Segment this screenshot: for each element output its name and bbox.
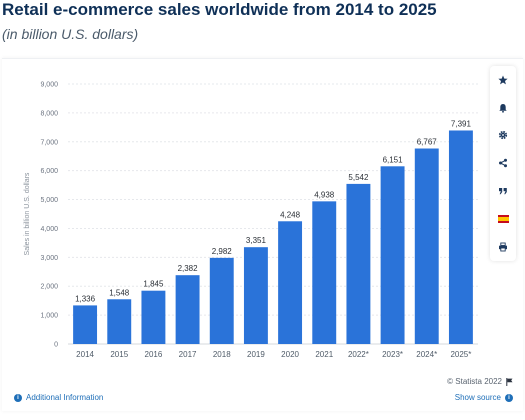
- y-tick-label: 3,000: [40, 255, 58, 262]
- y-tick-label: 6,000: [40, 168, 58, 175]
- x-tick-label: 2016: [145, 350, 163, 359]
- gear-icon: [498, 131, 508, 140]
- print-icon: [499, 242, 507, 252]
- y-tick-label: 8,000: [40, 110, 58, 117]
- y-tick-label: 0: [54, 342, 58, 349]
- chart-panel: 0 1,000 2,000 3,000 4,000 5,000 6,000 7,000 8,00…: [2, 58, 523, 411]
- data-label: 6,151: [383, 155, 404, 164]
- y-tick-label: 4,000: [40, 226, 58, 233]
- bar: [141, 290, 166, 344]
- bar: [278, 221, 303, 344]
- y-axis-label: Sales in billion U.S. dollars: [24, 172, 31, 255]
- x-tick-label: 2021: [315, 350, 333, 359]
- data-label: 1,548: [109, 288, 130, 297]
- print-button[interactable]: [490, 233, 516, 261]
- x-tick-label: 2024*: [416, 350, 437, 359]
- bar-chart: 0 1,000 2,000 3,000 4,000 5,000 6,000 7,000 8,00…: [24, 82, 478, 359]
- y-tick-label: 9,000: [40, 82, 58, 89]
- bar: [448, 130, 473, 344]
- x-tick-label: 2014: [76, 350, 94, 359]
- chart-title: Retail e-commerce sales worldwide from 2…: [2, 0, 437, 19]
- bar: [380, 166, 405, 344]
- settings-button[interactable]: [490, 122, 516, 150]
- additional-information-label: Additional Information: [26, 393, 104, 402]
- chart-toolbar: [490, 66, 516, 261]
- bar: [346, 183, 371, 344]
- notification-button[interactable]: [490, 94, 516, 122]
- data-label: 6,767: [417, 138, 438, 147]
- y-tick-label: 1,000: [40, 313, 58, 320]
- flag-icon: [506, 377, 513, 386]
- x-tick-label: 2018: [213, 350, 231, 359]
- info-icon: i: [14, 393, 22, 402]
- x-tick-label: 2025*: [450, 350, 471, 359]
- x-tick-label: 2022*: [348, 350, 369, 359]
- share-button[interactable]: [490, 149, 516, 177]
- y-tick-label: 5,000: [40, 197, 58, 204]
- show-source-link[interactable]: Show source i: [455, 393, 513, 402]
- share-icon: [499, 159, 507, 168]
- bar: [73, 305, 98, 344]
- chart-subtitle: (in billion U.S. dollars): [2, 26, 139, 42]
- favorite-button[interactable]: [490, 66, 516, 94]
- y-tick-label: 2,000: [40, 284, 58, 291]
- x-tick-label: 2017: [179, 350, 197, 359]
- bar: [175, 275, 200, 344]
- bar: [243, 247, 268, 344]
- x-tick-label: 2023*: [382, 350, 403, 359]
- bar: [414, 148, 439, 344]
- bar: [312, 201, 337, 344]
- data-label: 2,382: [178, 264, 199, 273]
- star-icon: [498, 75, 508, 85]
- bar: [107, 299, 132, 344]
- x-tick-label: 2020: [281, 350, 299, 359]
- copyright-text: © Statista 2022: [447, 377, 502, 386]
- x-tick-label: 2015: [110, 350, 128, 359]
- bell-icon: [499, 103, 507, 113]
- data-label: 1,336: [75, 294, 96, 303]
- info-icon: i: [505, 393, 513, 402]
- data-label: 1,845: [143, 280, 164, 289]
- data-label: 4,938: [314, 190, 335, 199]
- data-label: 2,982: [212, 247, 233, 256]
- data-label: 5,542: [348, 173, 369, 182]
- quote-icon: [499, 188, 507, 195]
- x-tick-label: 2019: [247, 350, 265, 359]
- additional-information-link[interactable]: i Additional Information: [14, 393, 103, 402]
- data-label: 7,391: [451, 119, 472, 128]
- show-source-label: Show source: [454, 393, 501, 402]
- copyright-notice: © Statista 2022: [447, 377, 513, 386]
- spain-flag-icon: [497, 214, 509, 223]
- bar: [209, 257, 234, 344]
- data-label: 3,351: [246, 236, 267, 245]
- language-button[interactable]: [490, 205, 516, 233]
- data-label: 4,248: [280, 210, 301, 219]
- y-tick-label: 7,000: [40, 139, 58, 146]
- cite-button[interactable]: [490, 177, 516, 205]
